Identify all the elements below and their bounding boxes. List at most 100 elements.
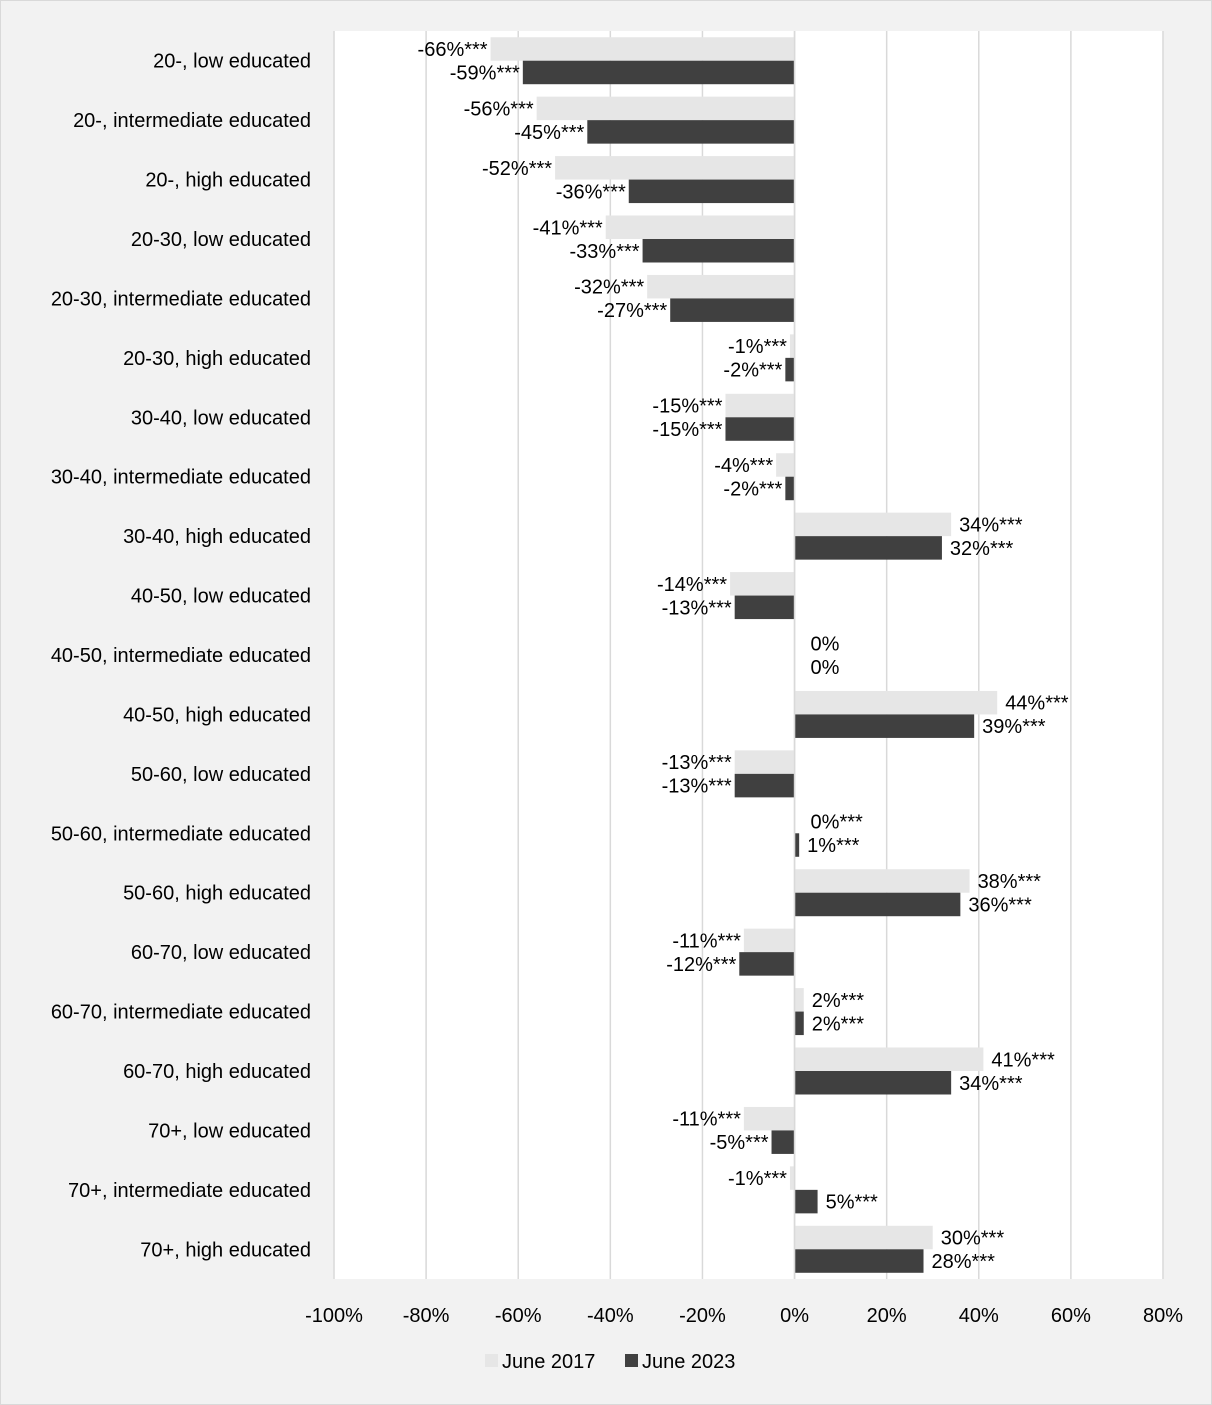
bar-june-2023 <box>794 1071 952 1095</box>
data-label: 5%*** <box>826 1192 878 1214</box>
bar-june-2023 <box>734 595 795 620</box>
category-label: 40-50, low educated <box>131 586 311 608</box>
category-label: 70+, low educated <box>148 1120 311 1142</box>
bar-june-2017 <box>734 750 795 774</box>
bar-june-2017 <box>789 1166 795 1190</box>
data-label: -13%*** <box>662 752 732 774</box>
bar-june-2023 <box>785 357 795 382</box>
x-tick-label: 60% <box>1051 1305 1091 1327</box>
bar-june-2017 <box>605 215 795 239</box>
x-tick-label: -60% <box>495 1305 542 1327</box>
data-label: 1%*** <box>807 835 859 857</box>
data-label: 36%*** <box>968 894 1032 916</box>
bar-june-2017 <box>789 334 795 358</box>
category-label: 60-70, high educated <box>123 1061 311 1083</box>
category-label: 30-40, low educated <box>131 407 311 429</box>
data-label: -66%*** <box>418 39 488 61</box>
data-label: 30%*** <box>941 1228 1005 1250</box>
data-label: -11%*** <box>672 930 741 952</box>
data-label: -13%*** <box>662 597 732 619</box>
data-label: 0%*** <box>811 812 863 834</box>
bar-june-2023 <box>522 60 795 85</box>
data-label: -59%*** <box>450 62 520 84</box>
data-label: 0% <box>811 657 840 679</box>
data-label: 39%*** <box>982 716 1046 738</box>
bar-june-2023 <box>642 239 795 263</box>
data-label: -52%*** <box>482 158 552 180</box>
legend-label-june-2023: June 2023 <box>642 1351 735 1373</box>
x-tick-label: -80% <box>403 1305 450 1327</box>
category-label: 40-50, high educated <box>123 704 311 726</box>
data-label: -12%*** <box>666 954 736 976</box>
data-label: 41%*** <box>991 1049 1055 1071</box>
data-label: 34%*** <box>959 1073 1023 1095</box>
x-tick-label: 80% <box>1143 1305 1183 1327</box>
bar-june-2017 <box>794 512 952 537</box>
data-label: -27%*** <box>597 300 667 322</box>
x-tick-label: -40% <box>587 1305 634 1327</box>
bar-june-2023 <box>734 773 795 798</box>
bar-june-2023 <box>739 952 795 976</box>
bar-june-2017 <box>794 988 804 1012</box>
category-label: 70+, high educated <box>140 1239 311 1261</box>
data-label: -1%*** <box>728 1168 787 1190</box>
data-label: -56%*** <box>464 98 534 120</box>
data-label: 2%*** <box>812 1013 864 1035</box>
data-label: -1%*** <box>728 336 787 358</box>
bar-june-2017 <box>794 1225 933 1250</box>
bar-june-2023 <box>794 1249 924 1273</box>
category-label: 60-70, intermediate educated <box>51 1002 311 1024</box>
data-label: -2%*** <box>723 360 782 382</box>
data-label: -45%*** <box>514 122 584 144</box>
category-label: 60-70, low educated <box>131 942 311 964</box>
data-label: 2%*** <box>812 990 864 1012</box>
bar-june-2023 <box>785 476 795 501</box>
data-label: -41%*** <box>533 217 603 239</box>
bar-june-2023 <box>794 892 961 917</box>
category-label: 20-30, high educated <box>123 348 311 370</box>
category-label: 40-50, intermediate educated <box>51 645 311 667</box>
bar-june-2017 <box>730 572 795 596</box>
legend-swatch-june-2023 <box>625 1354 638 1367</box>
data-label: -33%*** <box>570 241 640 263</box>
data-label: -15%*** <box>652 419 722 441</box>
category-label: 30-40, high educated <box>123 526 311 548</box>
bar-june-2023 <box>794 1011 804 1036</box>
category-label: 20-30, intermediate educated <box>51 288 311 310</box>
category-label: 20-, intermediate educated <box>73 110 311 132</box>
bar-june-2017 <box>794 1047 984 1071</box>
bar-june-2023 <box>794 714 975 738</box>
category-label: 50-60, low educated <box>131 764 311 786</box>
data-label: -13%*** <box>662 776 732 798</box>
bar-june-2017 <box>794 690 998 715</box>
bar-june-2023 <box>771 1130 795 1154</box>
x-tick-label: 20% <box>867 1305 907 1327</box>
data-label: 0% <box>811 633 840 655</box>
bar-june-2023 <box>587 120 795 144</box>
category-label: 20-, high educated <box>145 170 311 192</box>
category-label: 30-40, intermediate educated <box>51 467 311 489</box>
data-label: 38%*** <box>978 871 1042 893</box>
x-tick-label: -20% <box>679 1305 726 1327</box>
category-label: 50-60, high educated <box>123 883 311 905</box>
data-label: -15%*** <box>652 396 722 418</box>
data-label: -11%*** <box>672 1109 741 1131</box>
data-label: 34%*** <box>959 514 1023 536</box>
bar-june-2017 <box>725 393 795 418</box>
x-tick-label: 40% <box>959 1305 999 1327</box>
bar-june-2017 <box>794 869 970 893</box>
bar-june-2017 <box>555 156 795 180</box>
data-label: 44%*** <box>1005 693 1069 715</box>
bar-june-2023 <box>794 1189 818 1214</box>
bar-june-2017 <box>647 274 795 299</box>
x-tick-label: 0% <box>780 1305 809 1327</box>
bar-june-2023 <box>794 536 942 560</box>
bar-june-2017 <box>743 1106 795 1131</box>
data-label: 28%*** <box>932 1251 996 1273</box>
category-label: 50-60, intermediate educated <box>51 823 311 845</box>
data-label: -4%*** <box>714 455 773 477</box>
legend-swatch-june-2017 <box>485 1354 498 1367</box>
bar-june-2017 <box>536 96 795 121</box>
